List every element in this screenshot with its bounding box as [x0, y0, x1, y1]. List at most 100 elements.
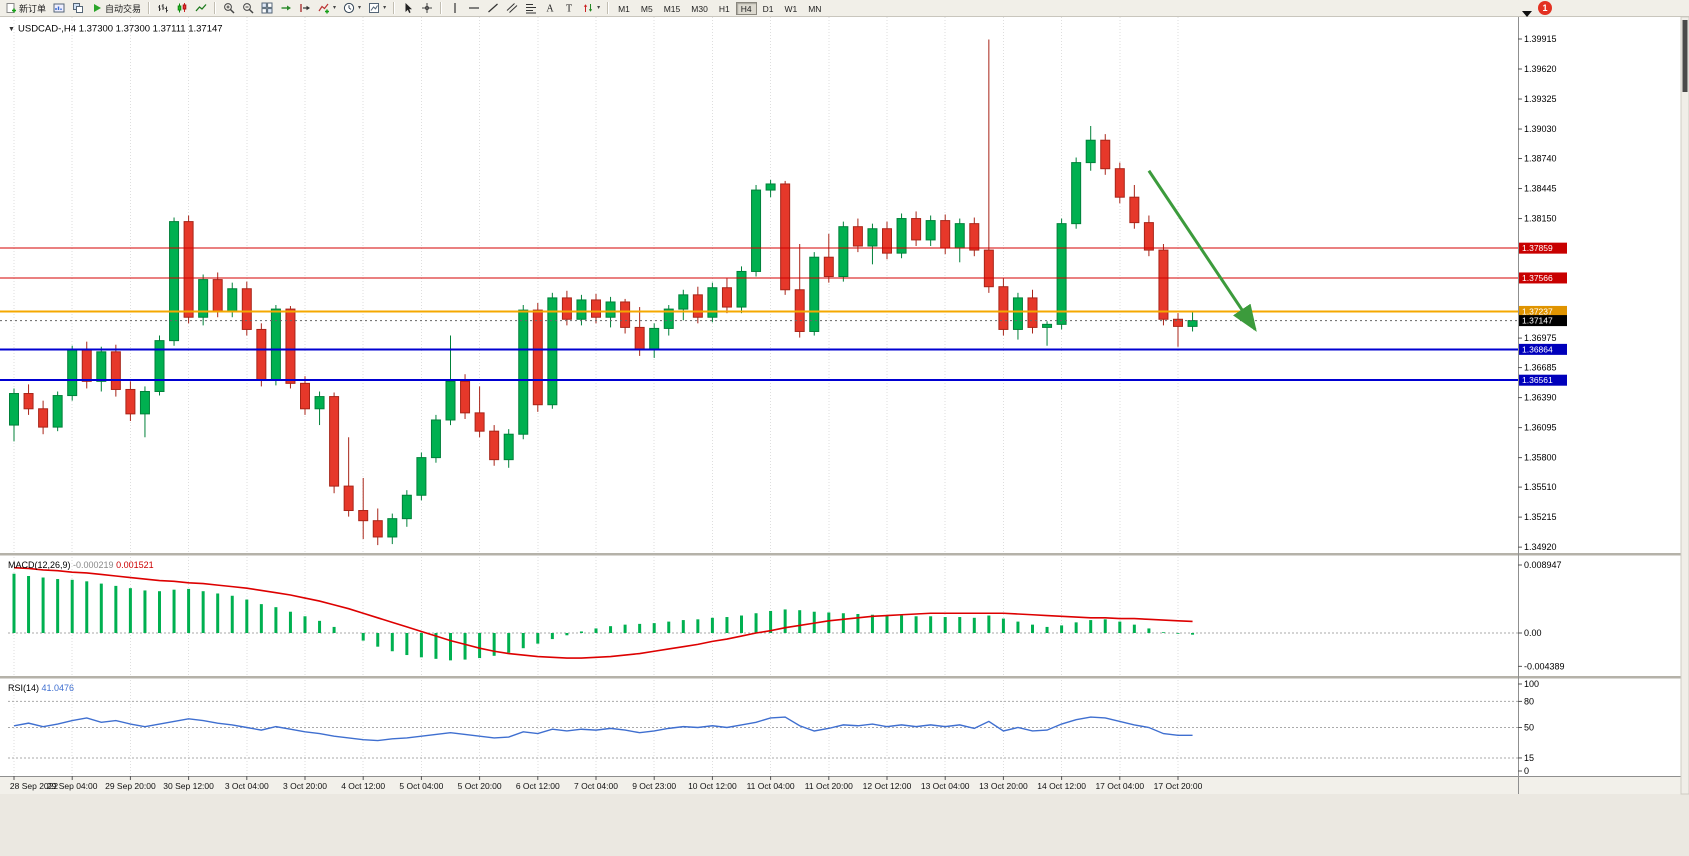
autotrading-button[interactable]: 自动交易 — [88, 1, 144, 16]
svg-text:0: 0 — [1524, 766, 1529, 776]
trendline-button[interactable] — [484, 1, 502, 16]
new-order-button[interactable]: 新订单 — [2, 1, 49, 16]
zoom-in-icon — [223, 2, 235, 14]
svg-text:28 Sep 2022: 28 Sep 2022 — [10, 781, 58, 791]
cursor-button[interactable] — [399, 1, 417, 16]
zoom-in-button[interactable] — [220, 1, 238, 16]
timeframe-m5-button[interactable]: M5 — [640, 3, 653, 14]
svg-text:17 Oct 04:00: 17 Oct 04:00 — [1095, 781, 1144, 791]
svg-text:1.39620: 1.39620 — [1524, 64, 1557, 74]
play-icon — [91, 2, 103, 14]
svg-text:1.35510: 1.35510 — [1524, 482, 1557, 492]
equidistant-channel-button[interactable] — [503, 1, 521, 16]
zoom-out-button[interactable] — [239, 1, 257, 16]
svg-text:7 Oct 04:00: 7 Oct 04:00 — [574, 781, 618, 791]
svg-text:A: A — [546, 4, 554, 15]
horizontal-line-button[interactable] — [465, 1, 483, 16]
template-icon — [368, 2, 380, 14]
line-chart-button[interactable] — [192, 1, 210, 16]
svg-text:1.39915: 1.39915 — [1524, 34, 1557, 44]
periods-button[interactable]: ▾ — [340, 1, 364, 16]
svg-text:12 Oct 12:00: 12 Oct 12:00 — [863, 781, 912, 791]
toolbar: 新订单 自动交易 ▾ ▾ ▾ A T ▾ M1 M5 M15 M30 H1 H4 D1 W1 MN — [0, 0, 1689, 17]
svg-text:T: T — [566, 4, 572, 15]
svg-text:0.008947: 0.008947 — [1524, 560, 1562, 570]
panel-separator[interactable] — [0, 553, 1689, 556]
charts-window-button[interactable] — [50, 1, 68, 16]
tile-windows-button[interactable] — [258, 1, 276, 16]
chart-shift-button[interactable] — [296, 1, 314, 16]
panel-separator[interactable] — [0, 676, 1689, 679]
toolbar-separator — [393, 2, 396, 14]
timeframe-m15-button[interactable]: M15 — [663, 3, 681, 14]
macd-signal-line — [13, 566, 1193, 659]
clock-icon — [343, 2, 355, 14]
indicators-icon — [318, 2, 330, 14]
macd-histogram — [12, 573, 1195, 661]
svg-text:1.36685: 1.36685 — [1524, 363, 1557, 373]
toolbar-separator — [148, 2, 151, 14]
profiles-icon — [72, 2, 84, 14]
timeframe-w1-button[interactable]: W1 — [784, 3, 798, 14]
dropdown-caret-icon: ▾ — [333, 5, 337, 11]
chart-background — [0, 17, 1689, 794]
zoom-out-icon — [242, 2, 254, 14]
candles — [9, 39, 1198, 546]
templates-button[interactable]: ▾ — [365, 1, 389, 16]
time-axis-strip — [0, 776, 1689, 794]
svg-text:1.35800: 1.35800 — [1524, 453, 1557, 463]
indicators-button[interactable]: ▾ — [315, 1, 339, 16]
timeframe-h1-button[interactable]: H1 — [718, 3, 730, 14]
dropdown-caret-icon: ▾ — [383, 5, 387, 11]
svg-text:1.36864: 1.36864 — [1522, 344, 1553, 354]
svg-text:1.36095: 1.36095 — [1524, 423, 1557, 433]
text-button[interactable]: A — [541, 1, 559, 16]
fibo-icon — [525, 2, 537, 14]
text-label-button[interactable]: T — [560, 1, 578, 16]
svg-text:3 Oct 04:00: 3 Oct 04:00 — [225, 781, 269, 791]
crosshair-button[interactable] — [418, 1, 436, 16]
arrow-tools-button[interactable]: ▾ — [579, 1, 603, 16]
fibonacci-button[interactable] — [522, 1, 540, 16]
svg-text:14 Oct 12:00: 14 Oct 12:00 — [1037, 781, 1086, 791]
price-axis[interactable]: 1.39915 1.39620 1.39325 1.39030 1.38740 1.384… — [1518, 34, 1567, 552]
profiles-button[interactable] — [69, 1, 87, 16]
scrollbar-thumb[interactable] — [1682, 20, 1688, 92]
timeframe-m1-button[interactable]: M1 — [618, 3, 630, 14]
vertical-line-button[interactable] — [446, 1, 464, 16]
svg-text:1.38445: 1.38445 — [1524, 184, 1557, 194]
hline-icon — [468, 2, 480, 14]
svg-text:15: 15 — [1524, 753, 1534, 763]
notification-badge[interactable]: 1 — [1538, 1, 1552, 15]
new-order-button-label: 新订单 — [19, 3, 47, 14]
svg-text:1.37566: 1.37566 — [1522, 273, 1553, 283]
collapse-arrow-icon[interactable]: ▼ — [8, 26, 15, 33]
candlestick-chart-button[interactable] — [173, 1, 191, 16]
chart-scrollbar[interactable] — [1680, 16, 1689, 795]
timeframe-d1-button[interactable]: D1 — [762, 3, 774, 14]
svg-text:1.36975: 1.36975 — [1524, 333, 1557, 343]
trend-arrow[interactable] — [1147, 169, 1257, 332]
svg-text:1.35215: 1.35215 — [1524, 512, 1557, 522]
timeframe-h4-button[interactable]: H4 — [735, 1, 757, 15]
bar-chart-button[interactable] — [154, 1, 172, 16]
trend-icon — [487, 2, 499, 14]
svg-text:10 Oct 12:00: 10 Oct 12:00 — [688, 781, 737, 791]
timeframe-m30-button[interactable]: M30 — [691, 3, 708, 14]
svg-text:3 Oct 20:00: 3 Oct 20:00 — [283, 781, 327, 791]
svg-text:11 Oct 04:00: 11 Oct 04:00 — [747, 781, 795, 791]
timeframe-mn-button[interactable]: MN — [808, 3, 822, 14]
svg-text:17 Oct 20:00: 17 Oct 20:00 — [1154, 781, 1203, 791]
auto-scroll-button[interactable] — [277, 1, 295, 16]
toolbar-separator — [607, 2, 610, 14]
window-bottom-area — [0, 794, 1689, 856]
price-badge: 1.37147 — [1519, 315, 1567, 327]
axis-menu-arrow-icon[interactable] — [1522, 11, 1532, 17]
toolbar-separator — [440, 2, 443, 14]
svg-text:1.37237: 1.37237 — [1522, 306, 1553, 316]
svg-text:4 Oct 12:00: 4 Oct 12:00 — [341, 781, 385, 791]
autotrading-button-label: 自动交易 — [105, 3, 142, 14]
